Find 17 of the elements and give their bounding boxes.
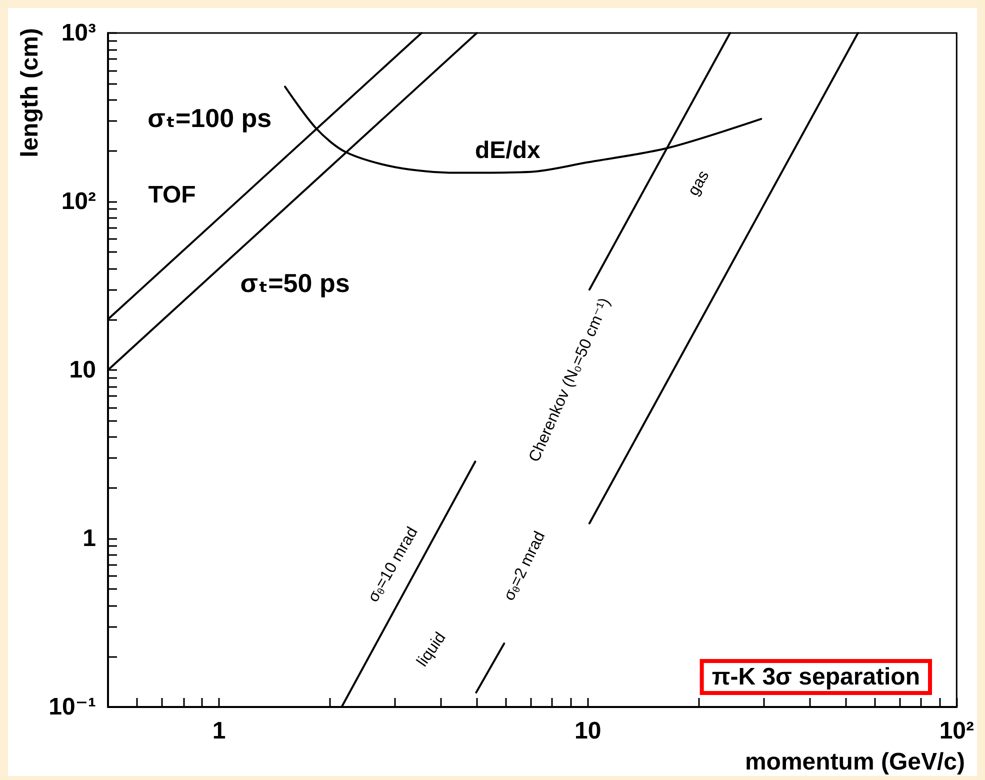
- y-tick-label: 10⁻¹: [48, 694, 96, 720]
- x-tick-label: 10: [574, 718, 602, 744]
- annotation: σθ=2 mrad: [500, 528, 549, 604]
- y-tick-label: 10: [69, 356, 96, 384]
- y-tick-label: 10³: [61, 20, 96, 46]
- annotation: TOF: [148, 181, 196, 208]
- annotation: gas: [685, 168, 713, 199]
- x-tick-label: 10²: [939, 718, 974, 744]
- annotation: σₜ=50 ps: [240, 268, 350, 298]
- y-axis-title: length (cm): [16, 28, 44, 158]
- annotation: π-K 3σ separation: [712, 664, 920, 690]
- annotation: σₜ=100 ps: [148, 102, 272, 133]
- y-tick-label: 10²: [61, 188, 96, 215]
- annotation: dE/dx: [475, 136, 541, 164]
- y-tick-label: 1: [82, 525, 96, 552]
- x-axis-title: momentum (GeV/c): [744, 748, 965, 776]
- x-tick-label: 1: [212, 718, 226, 744]
